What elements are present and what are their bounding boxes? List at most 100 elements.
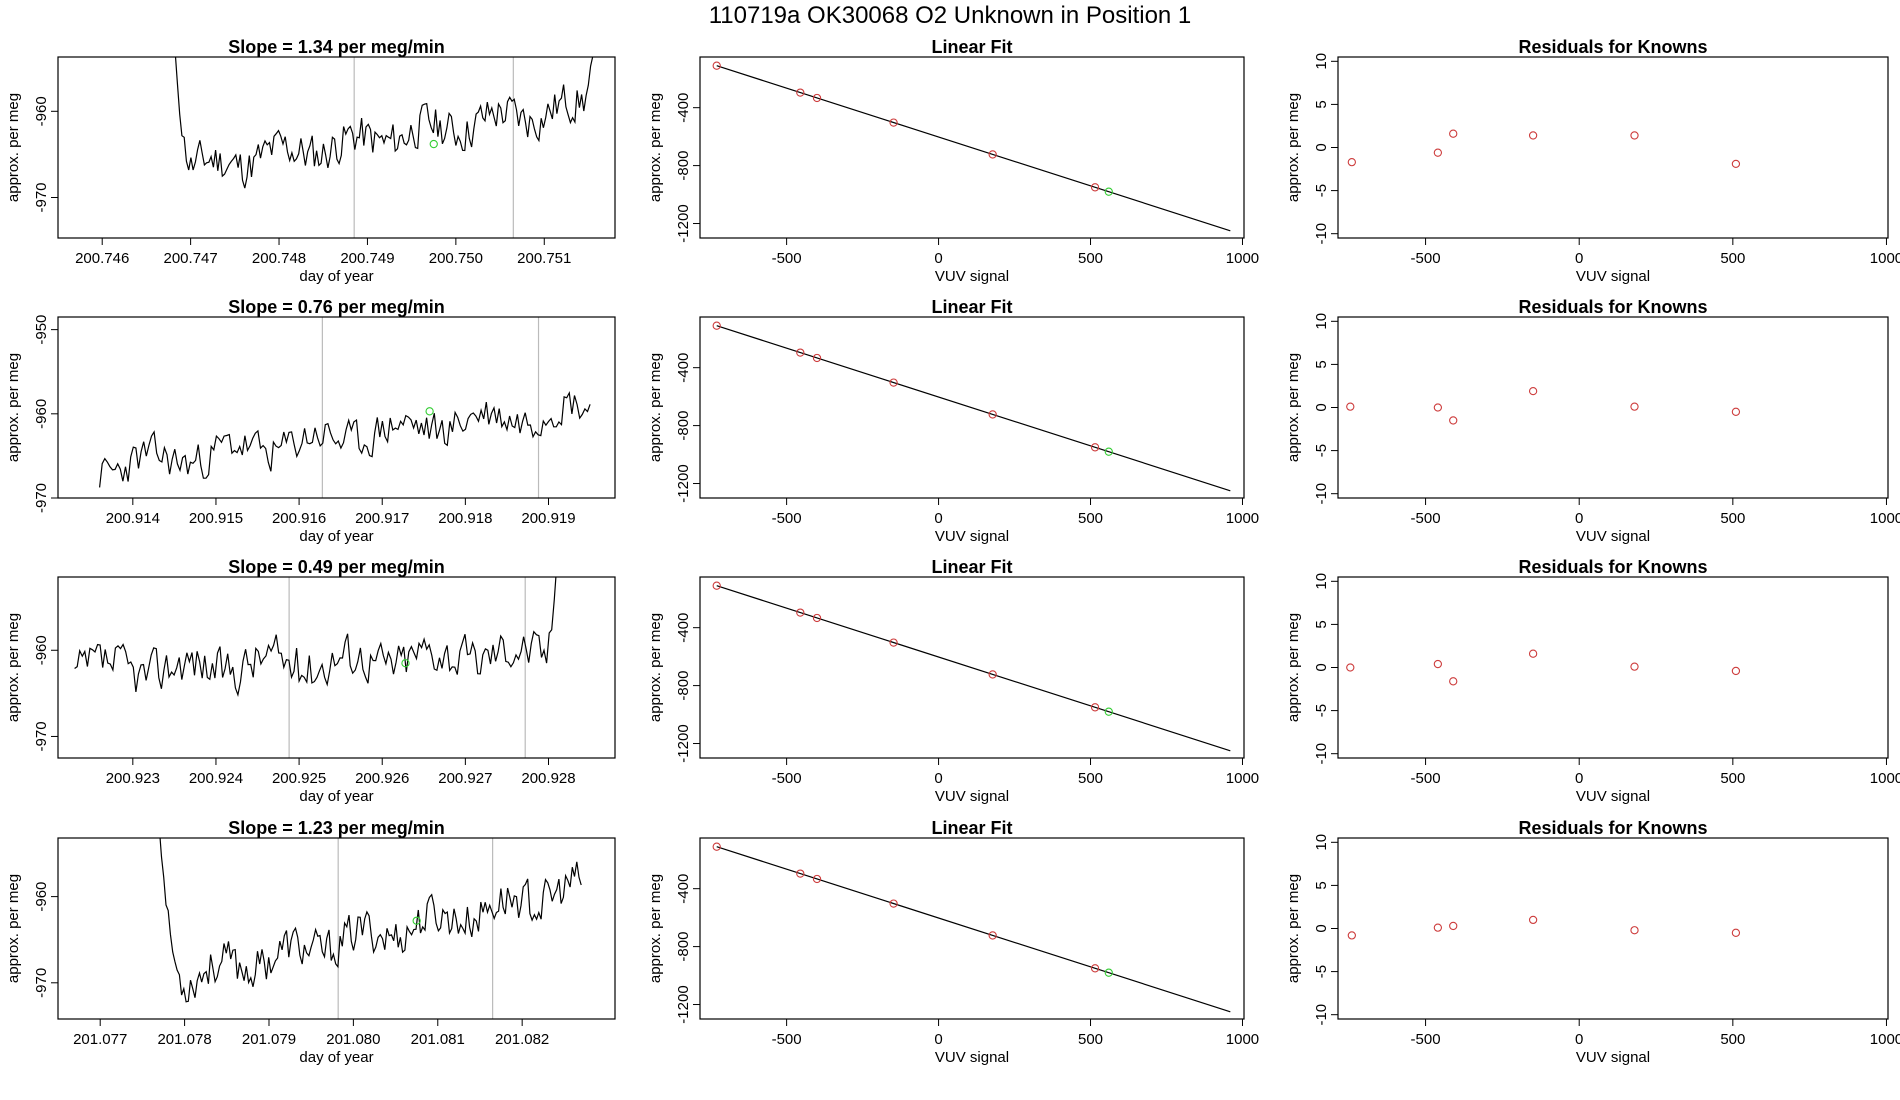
y-tick-label: -960 bbox=[33, 635, 50, 665]
known-point bbox=[988, 410, 997, 419]
residual-point bbox=[1347, 158, 1356, 167]
plot-region bbox=[1346, 649, 1741, 686]
fit-line bbox=[716, 585, 1231, 752]
plot-frame bbox=[1337, 576, 1889, 759]
panel-title: Linear Fit bbox=[931, 37, 1012, 57]
known-point bbox=[796, 869, 805, 878]
y-tick-label: -1200 bbox=[675, 985, 692, 1023]
residual-point bbox=[1630, 402, 1639, 411]
x-axis-label: day of year bbox=[299, 1049, 373, 1066]
y-tick-label: 5 bbox=[1313, 881, 1330, 889]
y-tick-label: -10 bbox=[1313, 223, 1330, 245]
x-axis-label: VUV signal bbox=[935, 788, 1009, 805]
y-tick-label: -10 bbox=[1313, 1004, 1330, 1026]
x-tick-label: 1000 bbox=[1226, 770, 1259, 787]
x-tick-label: 201.077 bbox=[73, 1031, 127, 1048]
plot-region bbox=[1346, 386, 1741, 425]
y-tick-label: -5 bbox=[1313, 704, 1330, 717]
y-tick-label: 0 bbox=[1313, 924, 1330, 932]
x-tick-label: 200.748 bbox=[252, 250, 306, 267]
known-point bbox=[1090, 183, 1100, 192]
plot-frame bbox=[1337, 316, 1889, 499]
x-tick-label: 200.746 bbox=[75, 250, 129, 267]
y-tick-label: -960 bbox=[33, 882, 50, 912]
panel-title: Residuals for Knowns bbox=[1518, 818, 1707, 838]
known-point bbox=[812, 353, 822, 363]
y-tick-label: 5 bbox=[1313, 100, 1330, 108]
unknown-point bbox=[401, 659, 410, 668]
x-tick-label: 1000 bbox=[1870, 510, 1900, 527]
known-point bbox=[889, 638, 898, 647]
y-tick-label: -10 bbox=[1313, 743, 1330, 765]
x-tick-label: 200.751 bbox=[517, 250, 571, 267]
x-axis-label: VUV signal bbox=[1576, 1049, 1650, 1066]
y-tick-label: 5 bbox=[1313, 620, 1330, 628]
x-tick-label: 201.078 bbox=[157, 1031, 211, 1048]
y-tick-label: -400 bbox=[675, 613, 692, 643]
panel-title: Residuals for Knowns bbox=[1518, 37, 1707, 57]
x-tick-label: -500 bbox=[772, 770, 802, 787]
plot-frame bbox=[699, 56, 1245, 239]
x-tick-label: -500 bbox=[772, 250, 802, 267]
panel-timeseries-row-2: Slope = 0.76 per meg/min 200.914 200.915 20… bbox=[5, 297, 616, 545]
y-tick-label: -800 bbox=[675, 671, 692, 701]
x-tick-label: 0 bbox=[934, 510, 942, 527]
unknown-point bbox=[1104, 707, 1113, 716]
fit-line bbox=[716, 65, 1231, 232]
y-tick-label: -800 bbox=[675, 932, 692, 962]
y-tick-label: 5 bbox=[1313, 360, 1330, 368]
residual-point bbox=[1433, 659, 1443, 669]
residual-point bbox=[1346, 402, 1355, 411]
y-tick-label: 10 bbox=[1313, 834, 1330, 851]
x-tick-label: -500 bbox=[772, 1031, 802, 1048]
plot-region bbox=[712, 321, 1231, 492]
plot-region bbox=[712, 61, 1231, 232]
known-point bbox=[712, 321, 721, 330]
known-point bbox=[712, 842, 721, 851]
residual-point bbox=[1449, 921, 1458, 931]
y-tick-label: -800 bbox=[675, 151, 692, 181]
known-point bbox=[796, 348, 805, 357]
known-point bbox=[796, 608, 805, 617]
known-point bbox=[712, 61, 721, 70]
y-axis-label: approx. per meg bbox=[647, 93, 664, 202]
panel-title: Slope = 1.23 per meg/min bbox=[228, 818, 445, 838]
x-tick-label: 201.081 bbox=[411, 1031, 465, 1048]
x-tick-label: -500 bbox=[1411, 1031, 1441, 1048]
x-tick-label: 0 bbox=[1575, 770, 1583, 787]
panel-title: Residuals for Knowns bbox=[1518, 297, 1707, 317]
unknown-point bbox=[425, 407, 434, 416]
y-tick-label: 10 bbox=[1313, 53, 1330, 70]
fit-line bbox=[716, 846, 1231, 1013]
x-axis-label: day of year bbox=[299, 268, 373, 285]
known-point bbox=[1090, 964, 1100, 973]
x-tick-label: 1000 bbox=[1870, 770, 1900, 787]
y-tick-label: -1200 bbox=[675, 724, 692, 762]
residual-point bbox=[1528, 915, 1538, 925]
unknown-point bbox=[429, 139, 438, 149]
x-axis-label: VUV signal bbox=[935, 268, 1009, 285]
y-tick-label: -1200 bbox=[675, 204, 692, 242]
y-tick-label: -1200 bbox=[675, 464, 692, 502]
panel-title: Linear Fit bbox=[931, 818, 1012, 838]
residual-point bbox=[1449, 416, 1458, 425]
x-tick-label: 1000 bbox=[1226, 510, 1259, 527]
x-tick-label: 500 bbox=[1720, 1031, 1745, 1048]
x-axis-label: VUV signal bbox=[1576, 528, 1650, 545]
x-tick-label: 500 bbox=[1078, 770, 1103, 787]
plot-frame bbox=[57, 576, 616, 759]
x-tick-label: 500 bbox=[1720, 250, 1745, 267]
x-axis-label: VUV signal bbox=[935, 528, 1009, 545]
residual-point bbox=[1449, 677, 1458, 686]
panel-linear_fit-row-2: Linear Fit -500 0 500 1000 -400 -800 -1200 VUV s… bbox=[647, 297, 1259, 545]
x-tick-label: 0 bbox=[1575, 250, 1583, 267]
y-tick-label: -400 bbox=[675, 353, 692, 383]
known-point bbox=[988, 670, 997, 679]
series-line bbox=[99, 390, 591, 488]
residual-point bbox=[1528, 386, 1538, 396]
fit-line bbox=[716, 325, 1231, 492]
x-tick-label: 200.918 bbox=[438, 510, 492, 527]
residual-point bbox=[1731, 407, 1741, 416]
known-point bbox=[889, 899, 898, 908]
